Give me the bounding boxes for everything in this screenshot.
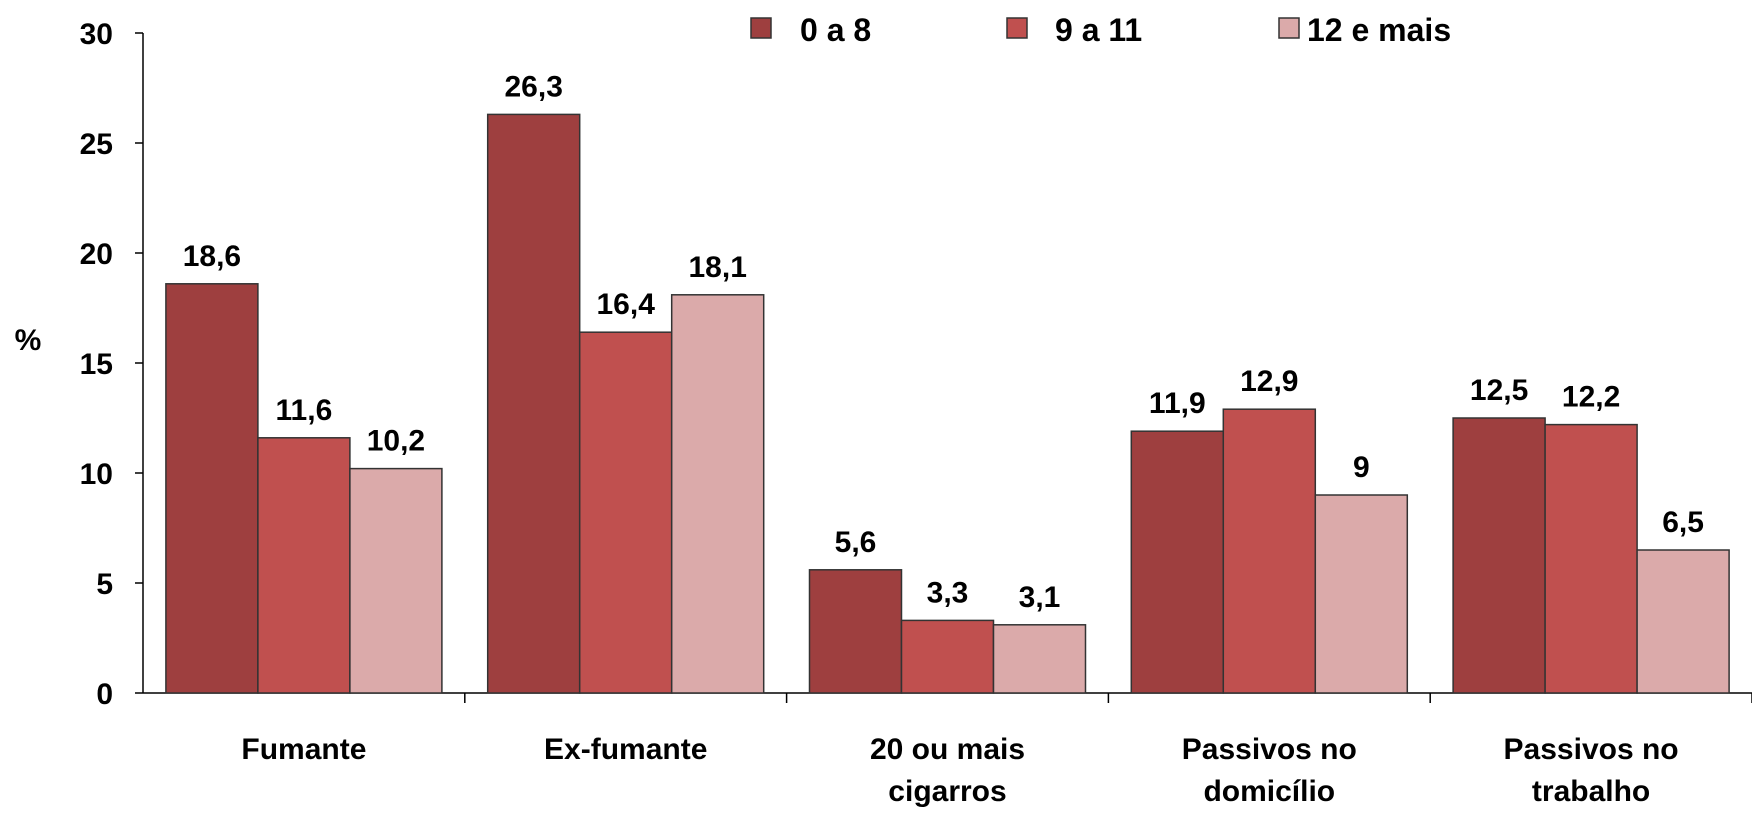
category-label: Passivos no — [1504, 733, 1679, 766]
bar-value-label: 18,1 — [689, 251, 747, 284]
category-label: 20 ou mais — [870, 733, 1025, 766]
bars — [165, 113, 1730, 694]
category-label: cigarros — [888, 775, 1006, 808]
category-label: domicílio — [1203, 775, 1335, 808]
y-axis-title: % — [15, 324, 42, 357]
bar — [165, 283, 259, 694]
bar-value-label: 16,4 — [597, 288, 656, 321]
bar — [670, 294, 765, 694]
category-label: trabalho — [1532, 775, 1650, 808]
bar — [808, 569, 903, 694]
bar — [257, 437, 351, 694]
bar — [992, 624, 1087, 694]
category-label: Passivos no — [1182, 733, 1357, 766]
bar-value-label: 9 — [1353, 451, 1370, 484]
bar — [1222, 408, 1317, 694]
bar-value-label: 10,2 — [367, 425, 425, 458]
bar-value-label: 12,9 — [1240, 365, 1298, 398]
bar-value-label: 12,5 — [1470, 374, 1528, 407]
category-label: Fumante — [241, 733, 366, 766]
legend-swatch — [1278, 17, 1300, 39]
legend-swatch — [1006, 17, 1028, 39]
bar — [349, 467, 443, 694]
legend-label: 12 e mais — [1307, 12, 1451, 48]
y-tick-label: 10 — [80, 458, 113, 491]
bar — [1452, 417, 1546, 694]
bar — [1544, 423, 1638, 694]
bar — [486, 113, 581, 694]
bar — [900, 619, 995, 694]
legend-label: 9 a 11 — [1055, 12, 1142, 48]
y-tick-label: 5 — [96, 568, 113, 601]
y-tick-label: 20 — [80, 238, 113, 271]
bar — [1636, 549, 1730, 694]
bar-value-label: 11,6 — [276, 394, 333, 427]
y-tick-label: 25 — [80, 128, 113, 161]
axes: 0 5 10 15 20 25 30% Fumante Ex-fumante 20 ou mais… — [15, 18, 1752, 808]
bar — [578, 331, 673, 694]
bar-value-label: 6,5 — [1662, 506, 1704, 539]
bar — [1314, 494, 1409, 694]
bar-value-label: 11,9 — [1149, 387, 1206, 420]
y-tick-label: 30 — [80, 18, 113, 51]
bar-value-label: 18,6 — [183, 240, 241, 273]
bar-value-label: 12,2 — [1562, 381, 1620, 414]
bar-value-label: 3,3 — [927, 576, 969, 609]
bar — [1130, 430, 1225, 694]
bar-value-label: 26,3 — [505, 70, 563, 103]
legend-swatch — [750, 17, 772, 39]
category-label: Ex-fumante — [544, 733, 707, 766]
legend-label: 0 a 8 — [800, 12, 871, 48]
legend: 0 a 8 9 a 11 12 e mais — [750, 12, 1451, 48]
y-tick-label: 15 — [80, 348, 113, 381]
data-labels: 18,6 26,3 5,6 11,9 12,5 11,6 16,4 3,3 12,9 12,2 10… — [183, 70, 1704, 613]
bar-value-label: 3,1 — [1019, 581, 1061, 614]
bar-value-label: 5,6 — [835, 526, 877, 559]
y-tick-label: 0 — [96, 678, 113, 711]
